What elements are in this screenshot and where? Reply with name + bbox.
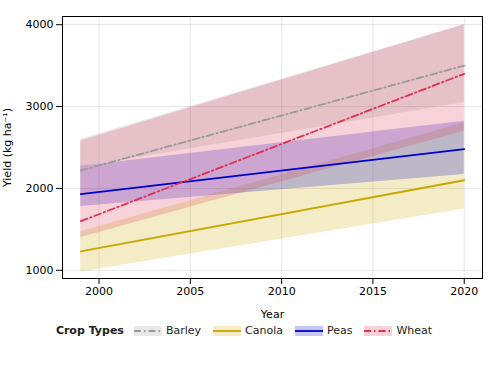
html-text:Wheat: Wheat bbox=[396, 324, 433, 337]
html-text:Crop Types: Crop Types bbox=[55, 324, 124, 337]
svg-text:Yield (kg ha⁻¹): Yield (kg ha⁻¹) bbox=[1, 108, 14, 188]
svg-text:2020: 2020 bbox=[450, 285, 478, 298]
svg-text:3000: 3000 bbox=[26, 100, 54, 113]
svg-text:2005: 2005 bbox=[176, 285, 204, 298]
html-text:Canola: Canola bbox=[245, 324, 283, 337]
svg-text:2010: 2010 bbox=[268, 285, 296, 298]
svg-text:2000: 2000 bbox=[85, 285, 113, 298]
svg-text:2015: 2015 bbox=[359, 285, 387, 298]
svg-text:4000: 4000 bbox=[26, 18, 54, 31]
html-text:Barley: Barley bbox=[165, 324, 201, 337]
svg-text:2000: 2000 bbox=[26, 182, 54, 195]
html-text:Peas: Peas bbox=[327, 324, 353, 337]
svg-text:Year: Year bbox=[260, 308, 285, 321]
svg-text:1000: 1000 bbox=[26, 264, 54, 277]
